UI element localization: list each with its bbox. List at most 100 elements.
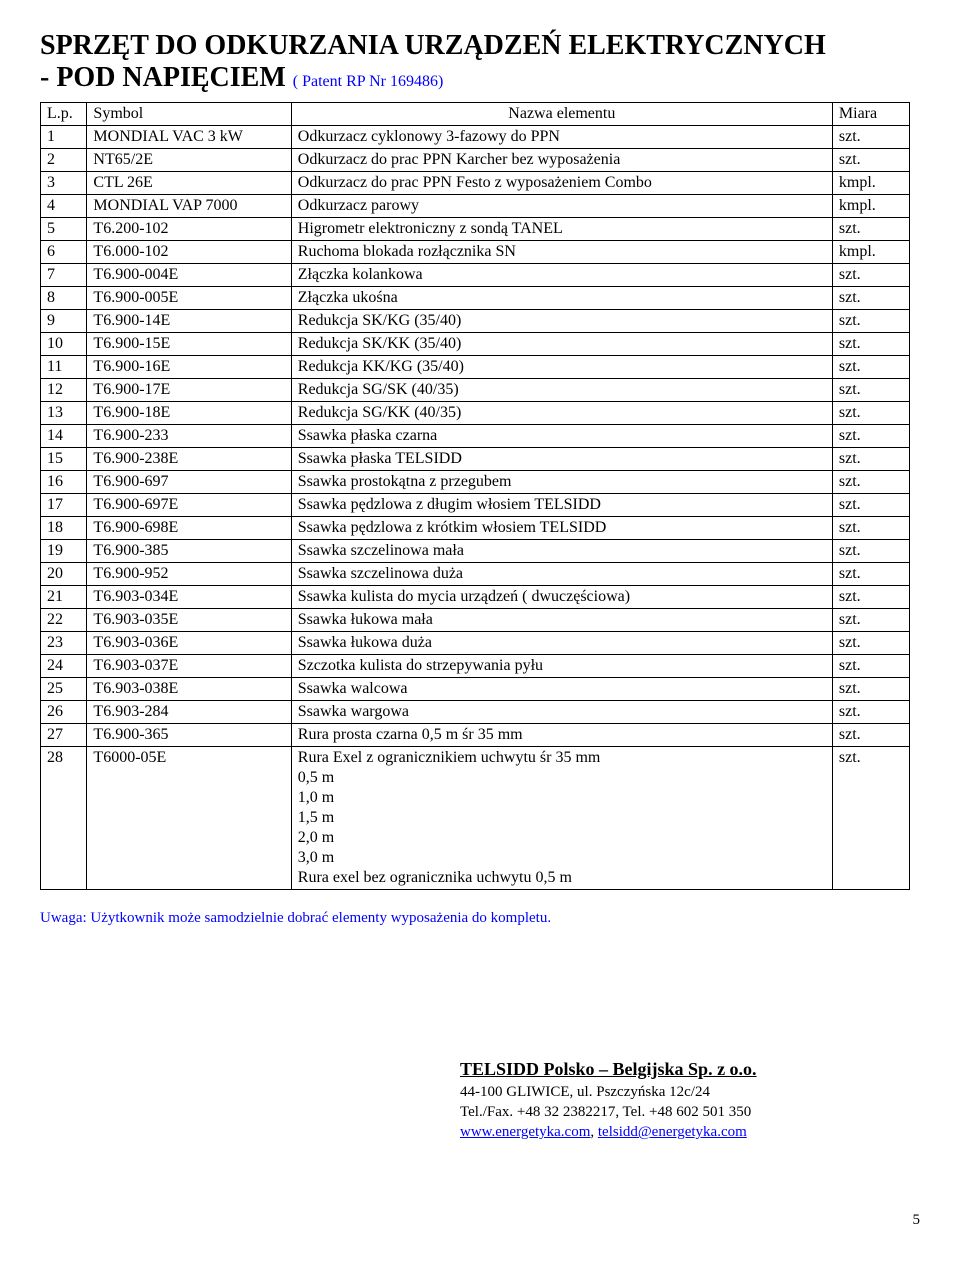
cell-symbol: T6.903-284: [87, 701, 291, 724]
cell-miara: szt.: [832, 586, 909, 609]
cell-name: Ssawka prostokątna z przegubem: [291, 471, 832, 494]
cell-miara: szt.: [832, 264, 909, 287]
cell-symbol: T6.000-102: [87, 241, 291, 264]
cell-symbol: NT65/2E: [87, 149, 291, 172]
table-row: 25T6.903-038ESsawka walcowaszt.: [41, 678, 910, 701]
page-number: 5: [40, 1212, 920, 1229]
cell-symbol: T6.900-005E: [87, 287, 291, 310]
cell-name: Szczotka kulista do strzepywania pyłu: [291, 655, 832, 678]
cell-symbol: T6.900-14E: [87, 310, 291, 333]
cell-symbol: MONDIAL VAC 3 kW: [87, 126, 291, 149]
cell-name: Ssawka szczelinowa duża: [291, 563, 832, 586]
cell-miara: szt.: [832, 310, 909, 333]
table-row: 10T6.900-15ERedukcja SK/KK (35/40)szt.: [41, 333, 910, 356]
cell-symbol: T6.903-035E: [87, 609, 291, 632]
table-row: 11T6.900-16ERedukcja KK/KG (35/40)szt.: [41, 356, 910, 379]
note-text: Uwaga: Użytkownik może samodzielnie dobr…: [40, 910, 920, 927]
table-row: 16T6.900-697Ssawka prostokątna z przegub…: [41, 471, 910, 494]
table-row: 21T6.903-034ESsawka kulista do mycia urz…: [41, 586, 910, 609]
cell-miara: kmpl.: [832, 195, 909, 218]
cell-name: Ssawka płaska czarna: [291, 425, 832, 448]
cell-miara: szt.: [832, 540, 909, 563]
cell-lp: 14: [41, 425, 87, 448]
company-address: 44-100 GLIWICE, ul. Pszczyńska 12c/24: [460, 1082, 920, 1102]
cell-symbol: T6000-05E: [87, 747, 291, 890]
cell-lp: 24: [41, 655, 87, 678]
cell-miara: kmpl.: [832, 241, 909, 264]
cell-symbol: T6.900-698E: [87, 517, 291, 540]
table-row: 18T6.900-698ESsawka pędzlowa z krótkim w…: [41, 517, 910, 540]
cell-name: Ssawka pędzlowa z długim włosiem TELSIDD: [291, 494, 832, 517]
parts-table: L.p. Symbol Nazwa elementu Miara 1MONDIA…: [40, 102, 910, 890]
cell-lp: 22: [41, 609, 87, 632]
title-line1: SPRZĘT DO ODKURZANIA URZĄDZEŃ ELEKTRYCZN…: [40, 30, 826, 61]
cell-name: Odkurzacz parowy: [291, 195, 832, 218]
cell-miara: szt.: [832, 747, 909, 890]
cell-miara: szt.: [832, 517, 909, 540]
table-row: 4MONDIAL VAP 7000Odkurzacz parowykmpl.: [41, 195, 910, 218]
page-title: SPRZĘT DO ODKURZANIA URZĄDZEŃ ELEKTRYCZN…: [40, 30, 920, 94]
company-email-link[interactable]: telsidd@energetyka.com: [598, 1124, 747, 1140]
patent-number: ( Patent RP Nr 169486): [293, 73, 444, 90]
cell-lp: 9: [41, 310, 87, 333]
cell-symbol: CTL 26E: [87, 172, 291, 195]
cell-lp: 23: [41, 632, 87, 655]
cell-lp: 2: [41, 149, 87, 172]
cell-lp: 4: [41, 195, 87, 218]
cell-lp: 20: [41, 563, 87, 586]
table-row: 14T6.900-233Ssawka płaska czarnaszt.: [41, 425, 910, 448]
cell-symbol: T6.900-385: [87, 540, 291, 563]
cell-lp: 16: [41, 471, 87, 494]
table-row: 1MONDIAL VAC 3 kWOdkurzacz cyklonowy 3-f…: [41, 126, 910, 149]
title-line2-prefix: - POD NAPIĘCIEM: [40, 62, 293, 93]
cell-symbol: T6.900-18E: [87, 402, 291, 425]
cell-symbol: T6.903-034E: [87, 586, 291, 609]
table-row: 23T6.903-036ESsawka łukowa dużaszt.: [41, 632, 910, 655]
cell-miara: szt.: [832, 356, 909, 379]
cell-miara: szt.: [832, 379, 909, 402]
cell-miara: szt.: [832, 149, 909, 172]
table-row: 20T6.900-952Ssawka szczelinowa dużaszt.: [41, 563, 910, 586]
cell-lp: 18: [41, 517, 87, 540]
company-web-link[interactable]: www.energetyka.com: [460, 1124, 590, 1140]
cell-symbol: T6.903-038E: [87, 678, 291, 701]
cell-miara: szt.: [832, 287, 909, 310]
cell-name: Ruchoma blokada rozłącznika SN: [291, 241, 832, 264]
company-name: TELSIDD Polsko – Belgijska Sp. z o.o.: [460, 1057, 920, 1081]
cell-symbol: T6.900-004E: [87, 264, 291, 287]
cell-symbol: T6.900-952: [87, 563, 291, 586]
cell-symbol: T6.900-365: [87, 724, 291, 747]
cell-lp: 17: [41, 494, 87, 517]
table-row: 13T6.900-18ERedukcja SG/KK (40/35)szt.: [41, 402, 910, 425]
cell-symbol: T6.900-17E: [87, 379, 291, 402]
cell-miara: szt.: [832, 632, 909, 655]
cell-lp: 19: [41, 540, 87, 563]
cell-miara: szt.: [832, 655, 909, 678]
cell-name: Ssawka łukowa duża: [291, 632, 832, 655]
cell-name: Redukcja KK/KG (35/40): [291, 356, 832, 379]
table-row: 3CTL 26EOdkurzacz do prac PPN Festo z wy…: [41, 172, 910, 195]
header-symbol: Symbol: [87, 103, 291, 126]
table-row: 15T6.900-238ESsawka płaska TELSIDDszt.: [41, 448, 910, 471]
cell-miara: szt.: [832, 448, 909, 471]
cell-name: Rura Exel z ogranicznikiem uchwytu śr 35…: [291, 747, 832, 890]
table-row: 19T6.900-385Ssawka szczelinowa małaszt.: [41, 540, 910, 563]
cell-name: Odkurzacz do prac PPN Karcher bez wyposa…: [291, 149, 832, 172]
cell-lp: 28: [41, 747, 87, 890]
header-miara: Miara: [832, 103, 909, 126]
cell-miara: szt.: [832, 563, 909, 586]
cell-name: Higrometr elektroniczny z sondą TANEL: [291, 218, 832, 241]
table-row: 24T6.903-037ESzczotka kulista do strzepy…: [41, 655, 910, 678]
table-row: 27T6.900-365Rura prosta czarna 0,5 m śr …: [41, 724, 910, 747]
table-row: 8T6.900-005EZłączka ukośnaszt.: [41, 287, 910, 310]
cell-lp: 27: [41, 724, 87, 747]
cell-name: Odkurzacz cyklonowy 3-fazowy do PPN: [291, 126, 832, 149]
cell-lp: 1: [41, 126, 87, 149]
cell-symbol: T6.903-036E: [87, 632, 291, 655]
cell-name: Ssawka wargowa: [291, 701, 832, 724]
cell-lp: 8: [41, 287, 87, 310]
cell-miara: szt.: [832, 126, 909, 149]
cell-symbol: MONDIAL VAP 7000: [87, 195, 291, 218]
cell-name: Redukcja SK/KG (35/40): [291, 310, 832, 333]
cell-lp: 15: [41, 448, 87, 471]
